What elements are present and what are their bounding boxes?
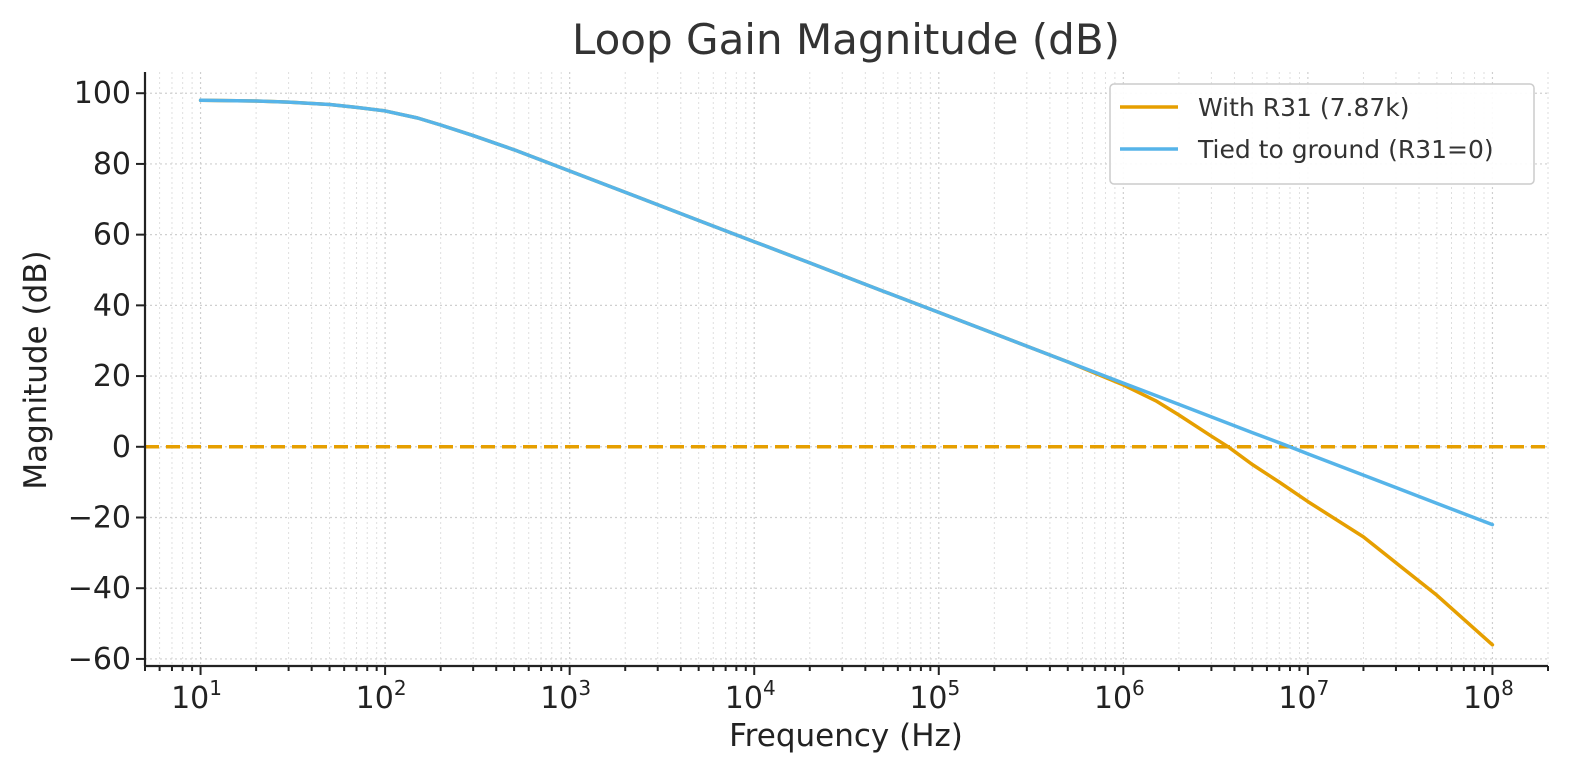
series-layer — [198, 98, 1495, 647]
y-tick-label: 40 — [93, 288, 131, 323]
x-tick-label: 106 — [1094, 676, 1145, 716]
x-tick-label: 102 — [356, 676, 407, 716]
series-line-2 — [198, 98, 1495, 527]
x-tick-exponent: 4 — [763, 676, 776, 700]
y-axis-label: Magnitude (dB) — [18, 250, 54, 489]
x-tick-label: 108 — [1463, 676, 1514, 716]
x-tick-exponent: 2 — [394, 676, 407, 700]
y-tick-label: 0 — [112, 430, 131, 465]
x-tick-label: 101 — [171, 676, 222, 716]
x-tick-exponent: 6 — [1132, 676, 1145, 700]
x-tick-exponent: 1 — [209, 676, 222, 700]
x-tick-label: 105 — [909, 676, 960, 716]
x-tick-label: 104 — [725, 676, 776, 716]
y-tick-label: −60 — [68, 642, 131, 677]
x-tick-exponent: 3 — [578, 676, 591, 700]
y-tick-label: 20 — [93, 359, 131, 394]
legend: With R31 (7.87k) Tied to ground (R31=0) — [1109, 83, 1535, 185]
y-tick-label: −20 — [68, 501, 131, 536]
x-tick-label: 103 — [540, 676, 591, 716]
y-tick-label: −40 — [68, 571, 131, 606]
y-tick-label: 100 — [74, 76, 131, 111]
chart-title: Loop Gain Magnitude (dB) — [572, 15, 1120, 64]
legend-label: Tied to ground (R31=0) — [1197, 135, 1494, 164]
y-tick-label: 80 — [93, 147, 131, 182]
x-tick-exponent: 5 — [948, 676, 961, 700]
grid — [144, 72, 1549, 666]
x-tick-label: 107 — [1278, 676, 1329, 716]
x-tick-exponent: 7 — [1317, 676, 1330, 700]
x-axis-label: Frequency (Hz) — [729, 718, 963, 754]
legend-box — [1109, 83, 1535, 185]
legend-label: With R31 (7.87k) — [1198, 93, 1410, 122]
y-tick-label: 60 — [93, 218, 131, 253]
x-tick-exponent: 8 — [1501, 676, 1514, 700]
